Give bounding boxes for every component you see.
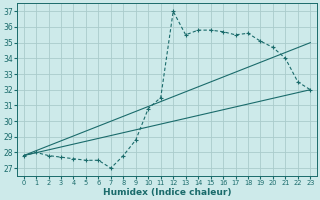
X-axis label: Humidex (Indice chaleur): Humidex (Indice chaleur) [103,188,231,197]
